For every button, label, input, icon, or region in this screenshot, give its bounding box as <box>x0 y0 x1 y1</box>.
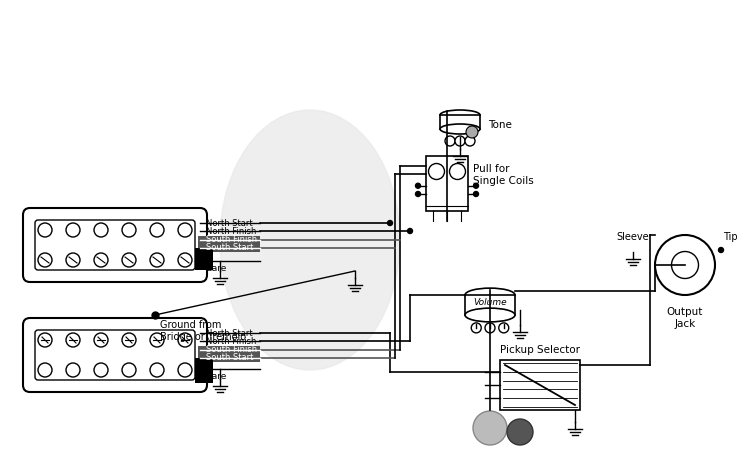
Text: North Finish: North Finish <box>206 226 256 235</box>
Circle shape <box>455 136 465 146</box>
Bar <box>195 358 213 383</box>
Text: Tone: Tone <box>488 120 512 130</box>
Ellipse shape <box>465 308 515 322</box>
Circle shape <box>473 183 478 188</box>
Text: Pull for
Single Coils: Pull for Single Coils <box>473 164 534 186</box>
Circle shape <box>407 229 413 234</box>
FancyBboxPatch shape <box>35 220 195 270</box>
Circle shape <box>428 163 445 180</box>
Circle shape <box>671 252 698 279</box>
Text: Output
Jack: Output Jack <box>667 307 704 328</box>
Ellipse shape <box>440 124 480 134</box>
Ellipse shape <box>465 288 515 302</box>
Text: bare: bare <box>206 372 226 381</box>
FancyBboxPatch shape <box>23 318 207 392</box>
Circle shape <box>38 253 52 267</box>
Text: North Start: North Start <box>206 328 253 338</box>
Circle shape <box>150 253 164 267</box>
Bar <box>426 156 468 211</box>
Bar <box>465 295 515 315</box>
Text: Ground from
Bridge or Tremolo: Ground from Bridge or Tremolo <box>160 320 246 342</box>
Circle shape <box>66 253 80 267</box>
Ellipse shape <box>220 110 400 370</box>
Circle shape <box>38 223 52 237</box>
Circle shape <box>94 223 108 237</box>
Text: Pickup Selector: Pickup Selector <box>500 345 580 355</box>
Circle shape <box>94 253 108 267</box>
Text: bare: bare <box>206 264 226 273</box>
Circle shape <box>150 363 164 377</box>
Circle shape <box>150 223 164 237</box>
Circle shape <box>507 419 533 445</box>
Text: South Start: South Start <box>206 243 254 252</box>
Text: South Finish: South Finish <box>206 235 257 244</box>
Text: North Finish: North Finish <box>206 337 256 346</box>
Text: Volume: Volume <box>473 298 507 307</box>
Text: Tip: Tip <box>723 232 737 242</box>
Circle shape <box>178 253 192 267</box>
Text: Sleeve: Sleeve <box>616 232 650 242</box>
Circle shape <box>38 333 52 347</box>
Circle shape <box>466 126 478 138</box>
Circle shape <box>150 333 164 347</box>
Circle shape <box>122 333 136 347</box>
Circle shape <box>178 363 192 377</box>
Ellipse shape <box>440 110 480 120</box>
Bar <box>440 115 480 129</box>
Circle shape <box>416 183 421 188</box>
Text: North Start: North Start <box>206 219 253 228</box>
Circle shape <box>122 363 136 377</box>
Circle shape <box>94 363 108 377</box>
Text: South Start: South Start <box>206 354 254 363</box>
Circle shape <box>38 363 52 377</box>
Circle shape <box>122 253 136 267</box>
Circle shape <box>718 248 724 252</box>
Circle shape <box>655 235 715 295</box>
Circle shape <box>445 136 455 146</box>
Circle shape <box>471 323 482 333</box>
Circle shape <box>416 192 421 197</box>
Text: South Finish: South Finish <box>206 346 257 355</box>
FancyBboxPatch shape <box>35 330 195 380</box>
Circle shape <box>66 363 80 377</box>
Bar <box>198 346 260 362</box>
Bar <box>198 236 260 252</box>
Circle shape <box>473 192 478 197</box>
Bar <box>195 248 213 270</box>
Circle shape <box>485 323 495 333</box>
FancyBboxPatch shape <box>23 208 207 282</box>
Circle shape <box>449 163 466 180</box>
Circle shape <box>178 223 192 237</box>
Circle shape <box>66 223 80 237</box>
Circle shape <box>122 223 136 237</box>
Circle shape <box>473 411 507 445</box>
Circle shape <box>178 333 192 347</box>
Circle shape <box>66 333 80 347</box>
Circle shape <box>465 136 475 146</box>
Bar <box>500 360 580 410</box>
Circle shape <box>499 323 508 333</box>
Circle shape <box>388 220 392 225</box>
Circle shape <box>94 333 108 347</box>
